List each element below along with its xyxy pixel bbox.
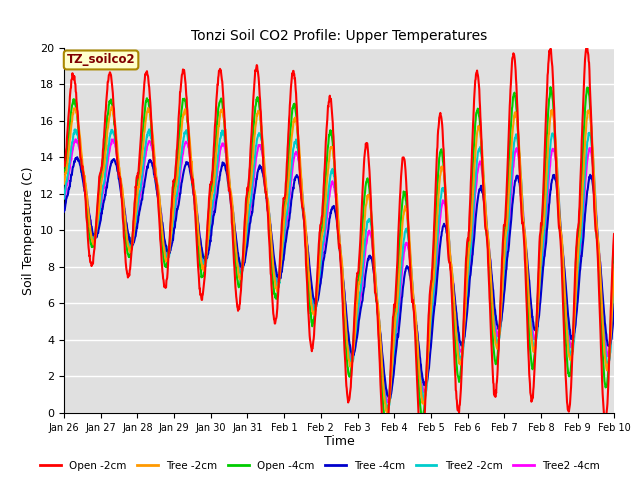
X-axis label: Time: Time [324, 435, 355, 448]
Legend: Open -2cm, Tree -2cm, Open -4cm, Tree -4cm, Tree2 -2cm, Tree2 -4cm: Open -2cm, Tree -2cm, Open -4cm, Tree -4… [36, 456, 604, 475]
Text: TZ_soilco2: TZ_soilco2 [67, 53, 136, 66]
Y-axis label: Soil Temperature (C): Soil Temperature (C) [22, 166, 35, 295]
Title: Tonzi Soil CO2 Profile: Upper Temperatures: Tonzi Soil CO2 Profile: Upper Temperatur… [191, 29, 487, 43]
